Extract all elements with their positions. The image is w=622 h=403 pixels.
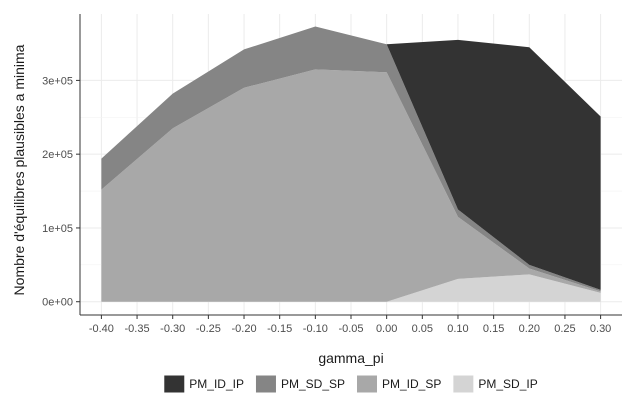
x-tick-label: -0.35	[125, 323, 150, 335]
y-tick-labels: 0e+00 1e+05 2e+05 3e+05	[42, 75, 73, 308]
legend-label: PM_SD_IP	[478, 377, 537, 391]
area-layers	[101, 26, 601, 302]
x-axis-title: gamma_pi	[318, 350, 383, 366]
x-tick-label: -0.25	[196, 323, 221, 335]
x-tick-label: -0.05	[338, 323, 363, 335]
x-tick-label: -0.10	[303, 323, 328, 335]
legend-label: PM_ID_SP	[382, 377, 441, 391]
legend-key	[255, 375, 276, 393]
x-tick-labels: -0.40 -0.35 -0.30 -0.25 -0.20 -0.15 -0.10 -0.05…	[89, 323, 611, 335]
axes	[76, 14, 622, 319]
legend-item-pm-sd-ip: PM_SD_IP	[453, 375, 538, 393]
x-tick-label: 0.00	[376, 323, 397, 335]
x-tick-label: 0.10	[447, 323, 468, 335]
x-tick-label: 0.30	[590, 323, 611, 335]
x-tick-label: -0.40	[89, 323, 114, 335]
x-tick-label: 0.15	[483, 323, 504, 335]
x-tick-label: -0.30	[160, 323, 185, 335]
legend-item-pm-id-ip: PM_ID_IP	[164, 375, 244, 393]
legend: PM_ID_IP PM_SD_SP PM_ID_SP PM_SD_IP	[164, 375, 538, 393]
y-tick-label: 3e+05	[42, 75, 73, 87]
x-tick-label: 0.25	[554, 323, 575, 335]
legend-item-pm-id-sp: PM_ID_SP	[357, 375, 441, 393]
y-tick-label: 2e+05	[42, 149, 73, 161]
area-pm-id-sp	[101, 69, 601, 302]
y-axis-title: Nombre d'équilibres plausibles a minima	[11, 44, 27, 295]
legend-label: PM_ID_IP	[189, 377, 244, 391]
y-tick-label: 0e+00	[42, 297, 73, 309]
area-pm-id-ip	[101, 26, 601, 290]
legend-item-pm-sd-sp: PM_SD_SP	[255, 375, 345, 393]
x-tick-label: 0.05	[412, 323, 433, 335]
y-tick-label: 1e+05	[42, 223, 73, 235]
area-pm-sd-ip	[101, 274, 601, 302]
legend-key	[357, 375, 377, 393]
area-pm-sd-sp	[101, 26, 601, 292]
legend-key	[164, 375, 185, 393]
x-tick-label: -0.20	[231, 323, 256, 335]
legend-key	[453, 375, 474, 393]
x-tick-label: -0.15	[267, 323, 292, 335]
legend-label: PM_SD_SP	[281, 377, 345, 391]
x-tick-label: 0.20	[519, 323, 540, 335]
